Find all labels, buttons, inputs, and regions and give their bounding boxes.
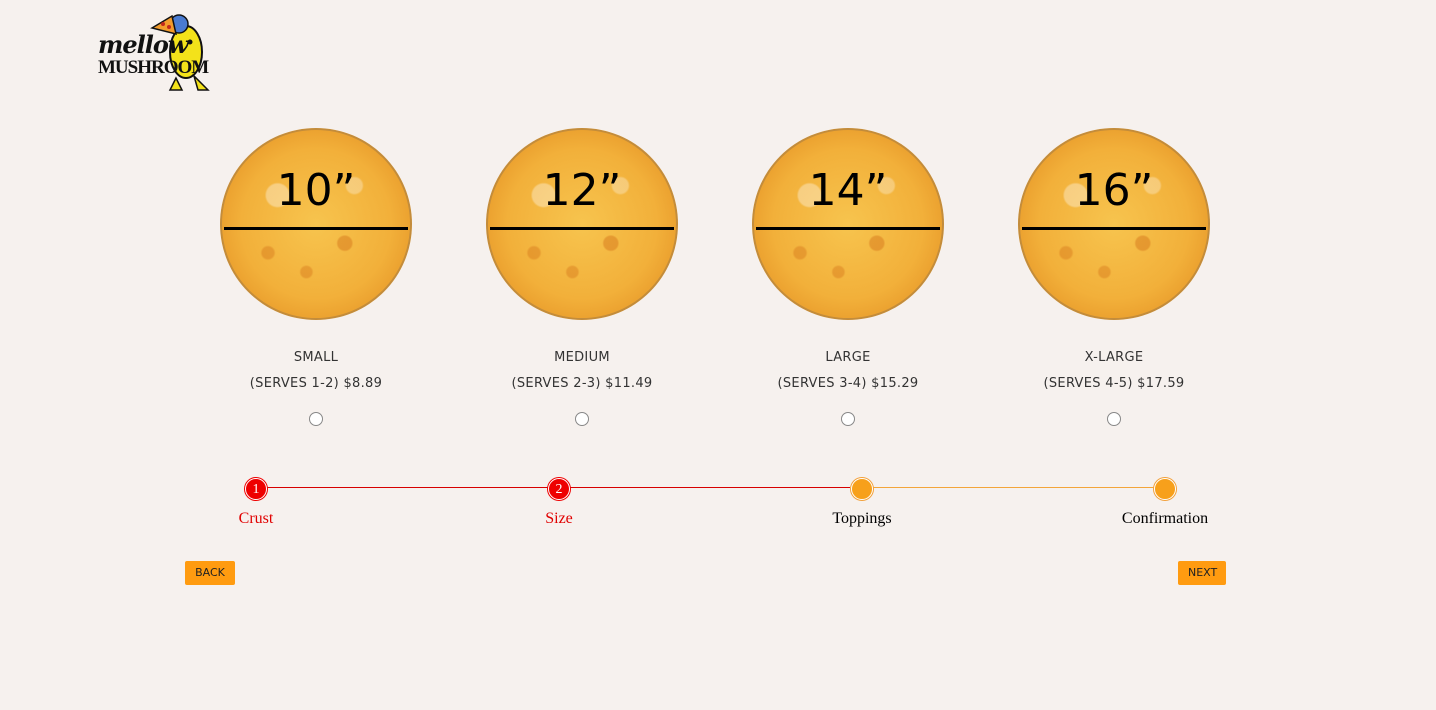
step-marker-crust[interactable]: 1 — [245, 478, 267, 500]
size-radio-large[interactable] — [841, 412, 855, 426]
step-label-confirmation[interactable]: Confirmation — [1121, 510, 1209, 527]
step-label-toppings[interactable]: Toppings — [832, 510, 892, 527]
size-radio-medium[interactable] — [575, 412, 589, 426]
size-option-small: 10” SMALL (SERVES 1-2) $8.89 — [196, 128, 436, 426]
pizza-image: 10” — [220, 128, 412, 320]
pizza-size-label: 10” — [276, 165, 356, 216]
size-option-large: 14” LARGE (SERVES 3-4) $15.29 — [728, 128, 968, 426]
option-price: (SERVES 2-3) $11.49 — [511, 376, 653, 391]
step-marker-confirmation[interactable] — [1154, 478, 1176, 500]
progress-connector — [872, 487, 1154, 488]
diameter-line — [756, 227, 940, 230]
size-radio-x-large[interactable] — [1107, 412, 1121, 426]
logo-text-mushroom: MUSHROOM — [98, 57, 209, 78]
logo-text-mellow: mellow — [98, 30, 189, 59]
option-name: X-LARGE — [1084, 350, 1144, 365]
progress-connector — [570, 487, 850, 488]
pizza-image: 12” — [486, 128, 678, 320]
pizza-image: 14” — [752, 128, 944, 320]
next-button[interactable]: NEXT — [1178, 561, 1226, 585]
mushroom-mascot-icon — [150, 14, 210, 91]
pizza-size-label: 16” — [1074, 165, 1154, 216]
diameter-line — [1022, 227, 1206, 230]
option-name: LARGE — [825, 350, 871, 365]
option-name: SMALL — [293, 350, 339, 365]
option-name: MEDIUM — [554, 350, 610, 365]
size-option-medium: 12” MEDIUM (SERVES 2-3) $11.49 — [462, 128, 702, 426]
pizza-image: 16” — [1018, 128, 1210, 320]
option-price: (SERVES 4-5) $17.59 — [1043, 376, 1185, 391]
step-label-size[interactable]: Size — [545, 510, 573, 527]
back-button[interactable]: BACK — [185, 561, 235, 585]
pizza-size-label: 14” — [808, 165, 888, 216]
option-price: (SERVES 1-2) $8.89 — [249, 376, 383, 391]
pizza-size-label: 12” — [542, 165, 622, 216]
diameter-line — [490, 227, 674, 230]
size-option-x-large: 16” X-LARGE (SERVES 4-5) $17.59 — [994, 128, 1234, 426]
option-price: (SERVES 3-4) $15.29 — [777, 376, 919, 391]
step-marker-toppings[interactable] — [851, 478, 873, 500]
mellow-mushroom-logo[interactable]: mellow MUSHROOM — [98, 12, 216, 92]
step-label-crust[interactable]: Crust — [238, 510, 274, 527]
step-marker-size[interactable]: 2 — [548, 478, 570, 500]
progress-connector — [266, 487, 548, 488]
size-radio-small[interactable] — [309, 412, 323, 426]
diameter-line — [224, 227, 408, 230]
